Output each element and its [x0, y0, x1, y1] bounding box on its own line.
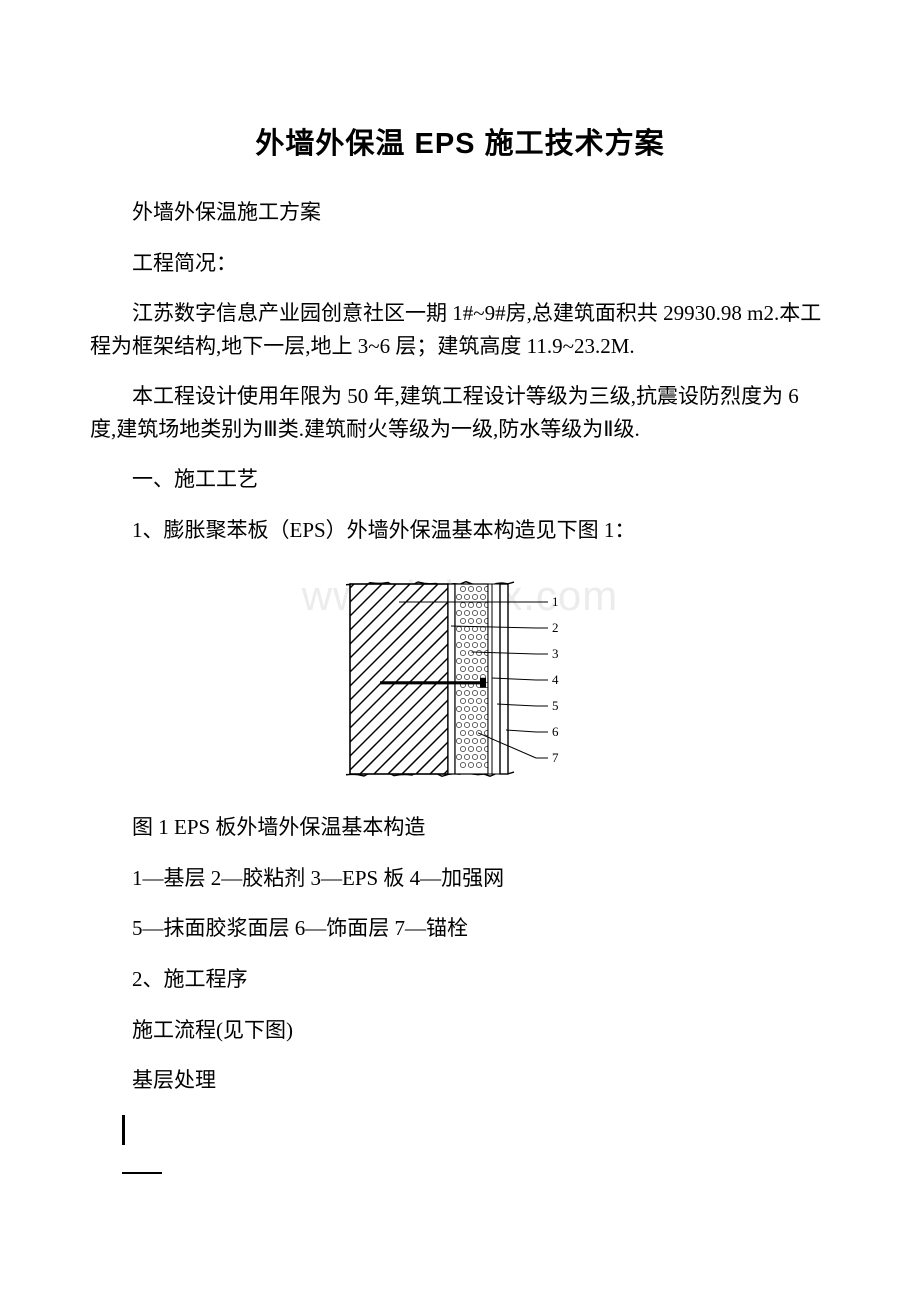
diagram-area: www.bdocx.com 1234567: [90, 564, 830, 799]
legend-line: 5—抹面胶浆面层 6—饰面层 7—锚栓: [90, 912, 830, 945]
svg-text:3: 3: [552, 646, 559, 661]
paragraph: 一、施工工艺: [90, 463, 830, 496]
svg-text:2: 2: [552, 620, 559, 635]
legend-line: 1—基层 2—胶粘剂 3—EPS 板 4—加强网: [90, 862, 830, 895]
flow-connector-horizontal: [90, 1164, 830, 1182]
flow-connector-vertical: [90, 1115, 830, 1150]
svg-text:6: 6: [552, 724, 559, 739]
svg-text:1: 1: [552, 594, 559, 609]
document-title: 外墙外保温 EPS 施工技术方案: [90, 120, 830, 162]
figure-caption: 图 1 EPS 板外墙外保温基本构造: [90, 811, 830, 844]
svg-text:5: 5: [552, 698, 559, 713]
paragraph: 工程简况：: [90, 247, 830, 280]
paragraph: 本工程设计使用年限为 50 年,建筑工程设计等级为三级,抗震设防烈度为 6 度,…: [90, 380, 830, 445]
svg-text:7: 7: [552, 750, 559, 765]
paragraph: 外墙外保温施工方案: [90, 196, 830, 229]
paragraph: 1、膨胀聚苯板（EPS）外墙外保温基本构造见下图 1：: [90, 514, 830, 547]
paragraph: 基层处理: [90, 1064, 830, 1097]
paragraph: 2、施工程序: [90, 963, 830, 996]
spacer: [90, 1150, 830, 1164]
paragraph: 江苏数字信息产业园创意社区一期 1#~9#房,总建筑面积共 29930.98 m…: [90, 297, 830, 362]
svg-text:4: 4: [552, 672, 559, 687]
eps-structure-diagram: 1 2 3 4 5 6 7: [90, 564, 830, 799]
diagram-svg: 1 2 3 4 5 6 7: [330, 564, 590, 794]
paragraph: 施工流程(见下图): [90, 1014, 830, 1047]
document-page: 外墙外保温 EPS 施工技术方案 外墙外保温施工方案 工程简况： 江苏数字信息产…: [0, 0, 920, 1242]
